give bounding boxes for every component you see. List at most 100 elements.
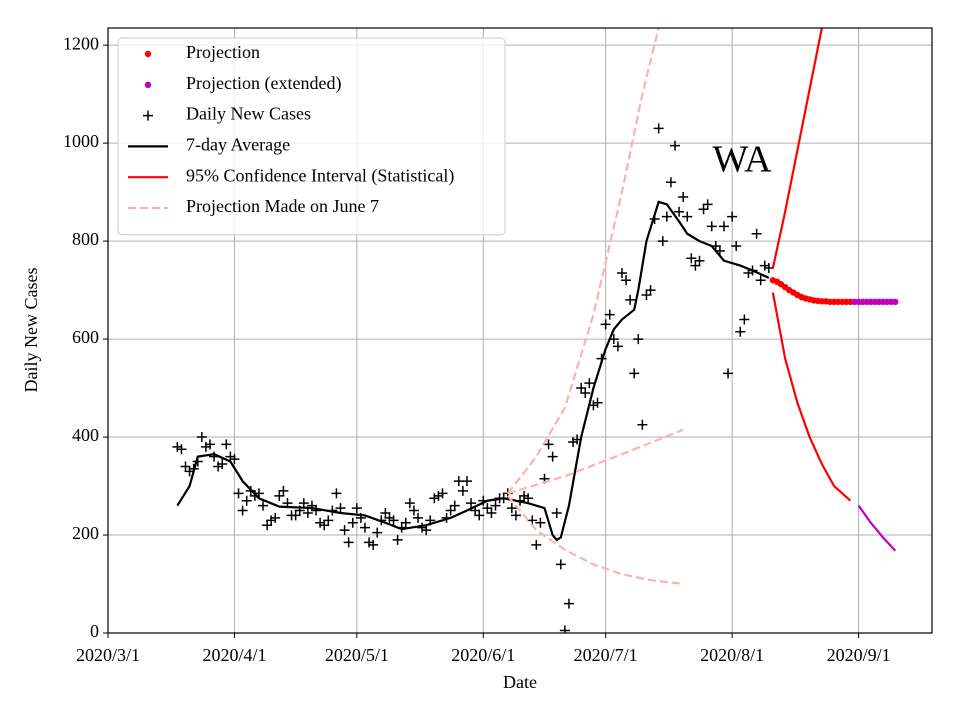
- point: [702, 199, 713, 210]
- point: [892, 298, 899, 306]
- point: [204, 439, 215, 450]
- point: [298, 498, 309, 509]
- point: [600, 319, 611, 330]
- line: [176, 200, 770, 542]
- point: [368, 539, 379, 550]
- point: [727, 211, 738, 222]
- line: [506, 28, 660, 495]
- y-tick-label: 1200: [63, 33, 99, 53]
- y-tick-label: 800: [72, 229, 99, 249]
- point: [718, 221, 729, 232]
- plot-area: [172, 28, 899, 633]
- point: [335, 503, 346, 514]
- point: [531, 539, 542, 550]
- point: [404, 498, 415, 509]
- point: [506, 503, 517, 514]
- x-tick-label: 2020/7/1: [574, 645, 638, 665]
- point: [661, 211, 672, 222]
- point: [241, 495, 252, 506]
- point: [616, 267, 627, 278]
- point: [563, 598, 574, 609]
- point: [678, 192, 689, 203]
- point: [217, 458, 228, 469]
- legend-label: Projection: [186, 42, 260, 62]
- x-tick-label: 2020/4/1: [202, 645, 266, 665]
- point: [755, 275, 766, 286]
- point: [449, 500, 460, 511]
- point: [657, 236, 668, 247]
- point: [388, 515, 399, 526]
- point: [543, 439, 554, 450]
- point: [629, 368, 640, 379]
- point: [351, 503, 362, 514]
- point: [323, 515, 334, 526]
- legend-marker: [144, 81, 152, 89]
- point: [343, 537, 354, 548]
- point: [751, 228, 762, 239]
- line: [771, 28, 823, 269]
- point: [233, 488, 244, 499]
- y-tick-label: 200: [72, 523, 99, 543]
- point: [474, 510, 485, 521]
- point: [486, 507, 497, 518]
- point: [694, 255, 705, 266]
- point: [437, 488, 448, 499]
- legend-box: [117, 37, 506, 236]
- point: [551, 507, 562, 518]
- annotation: WA: [712, 139, 772, 181]
- line: [771, 292, 852, 502]
- point: [413, 512, 424, 523]
- point: [523, 493, 534, 504]
- legend-label: Projection Made on June 7: [186, 196, 379, 216]
- point: [653, 123, 664, 134]
- point: [592, 397, 603, 408]
- y-tick-label: 0: [90, 621, 99, 641]
- point: [278, 485, 289, 496]
- point: [665, 177, 676, 188]
- point: [408, 505, 419, 516]
- legend-label: Daily New Cases: [186, 104, 311, 124]
- point: [731, 240, 742, 251]
- x-tick-label: 2020/6/1: [451, 645, 515, 665]
- point: [176, 444, 187, 455]
- x-axis-label: Date: [503, 672, 537, 692]
- point: [645, 285, 656, 296]
- point: [555, 559, 566, 570]
- point: [457, 485, 468, 496]
- point: [339, 525, 350, 536]
- point: [706, 221, 717, 232]
- point: [604, 309, 615, 320]
- legend-marker: [143, 110, 153, 121]
- point: [258, 500, 269, 511]
- legend-label: 95% Confidence Interval (Statistical): [186, 165, 454, 186]
- y-axis-label: Daily New Cases: [21, 268, 41, 393]
- point: [392, 534, 403, 545]
- point: [633, 334, 644, 345]
- line: [857, 504, 897, 552]
- axes-frame: [107, 27, 933, 634]
- point: [466, 498, 477, 509]
- line: [506, 495, 684, 586]
- point: [372, 527, 383, 538]
- point: [535, 517, 546, 528]
- point: [559, 625, 570, 633]
- point: [686, 253, 697, 264]
- point: [311, 505, 322, 516]
- x-tick-label: 2020/5/1: [325, 645, 389, 665]
- y-tick-label: 400: [72, 425, 99, 445]
- point: [221, 439, 232, 450]
- point: [670, 140, 681, 151]
- x-tick-label: 2020/8/1: [700, 645, 764, 665]
- x-tick-label: 2020/3/1: [76, 645, 140, 665]
- y-tick-label: 1000: [63, 131, 99, 151]
- x-tick-label: 2020/9/1: [827, 645, 891, 665]
- point: [674, 206, 685, 217]
- point: [196, 432, 207, 443]
- point: [490, 500, 501, 511]
- point: [237, 505, 248, 516]
- point: [739, 314, 750, 325]
- legend-label: 7-day Average: [186, 135, 290, 155]
- point: [331, 488, 342, 499]
- point: [400, 517, 411, 528]
